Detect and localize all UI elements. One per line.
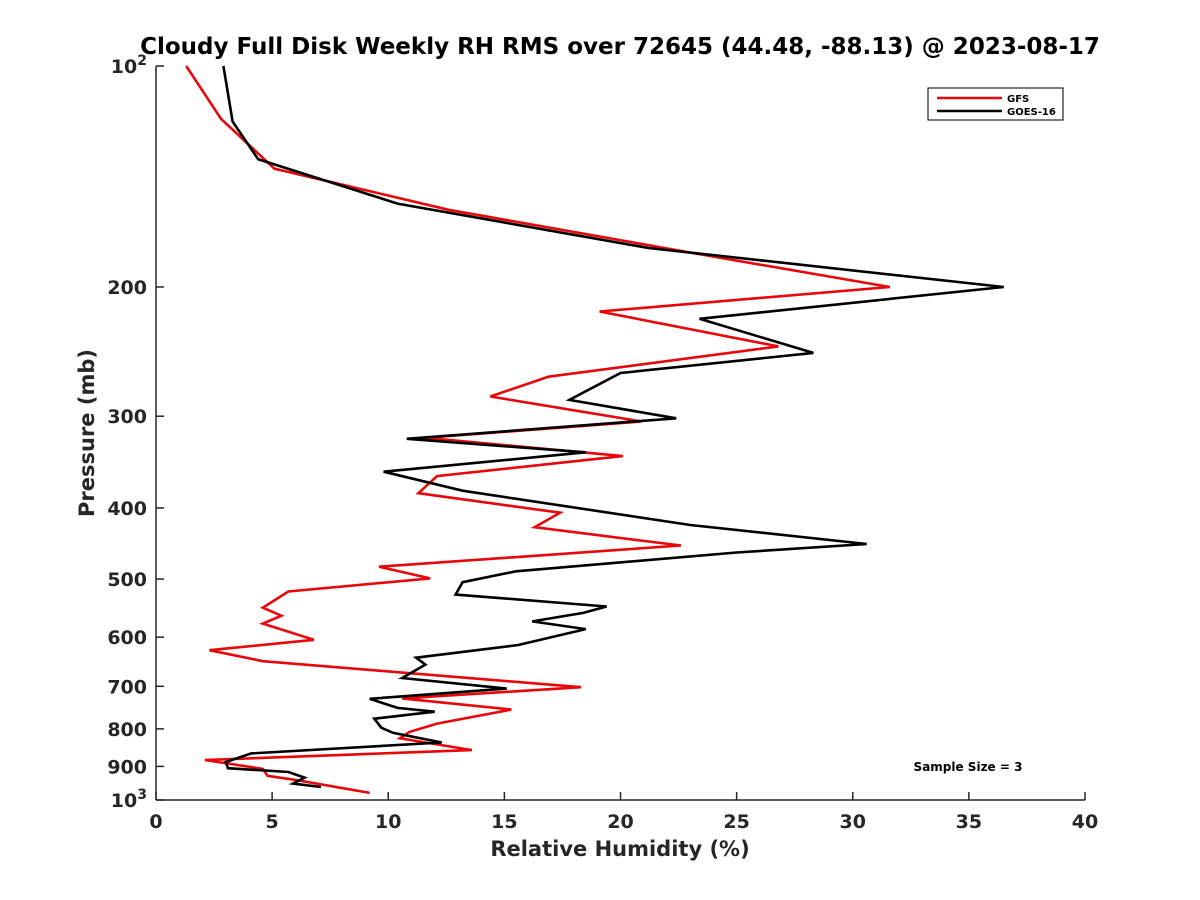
x-tick-label: 5 xyxy=(266,811,279,833)
y-tick-label: 200 xyxy=(107,277,147,299)
y-tick-label: 900 xyxy=(107,756,147,778)
x-tick-label: 40 xyxy=(1072,811,1098,833)
y-ticks: 102 200 300 400 500 600 700 800 900 103 xyxy=(107,53,164,812)
y-tick-label: 102 xyxy=(111,53,147,78)
y-tick-label: 300 xyxy=(107,406,147,428)
legend-label: GFS xyxy=(1007,94,1029,105)
chart-title: Cloudy Full Disk Weekly RH RMS over 7264… xyxy=(140,34,1100,60)
y-tick-label: 800 xyxy=(107,719,147,741)
legend: GFS GOES-16 xyxy=(927,87,1064,121)
y-tick-label: 103 xyxy=(111,787,147,812)
series-line-gfs xyxy=(185,65,891,795)
y-tick-label: 500 xyxy=(107,569,147,591)
y-tick-label: 600 xyxy=(107,627,147,649)
legend-label: GOES-16 xyxy=(1007,107,1056,118)
x-tick-label: 10 xyxy=(375,811,401,833)
y-tick-label: 700 xyxy=(107,676,147,698)
legend-box xyxy=(927,87,1064,121)
sample-size-annotation: Sample Size = 3 xyxy=(914,760,1023,774)
x-tick-label: 20 xyxy=(607,811,633,833)
x-tick-label: 30 xyxy=(840,811,866,833)
x-tick-label: 25 xyxy=(723,811,749,833)
plot-area xyxy=(156,66,1085,800)
series-line-goes-16 xyxy=(222,65,1004,789)
legend-entries: GFS GOES-16 xyxy=(937,94,1056,118)
x-ticks: 0 5 10 15 20 25 30 35 40 xyxy=(149,792,1098,833)
y-tick-label: 400 xyxy=(107,498,147,520)
series-layer xyxy=(185,65,1004,795)
x-tick-label: 35 xyxy=(956,811,982,833)
x-tick-label: 0 xyxy=(149,811,162,833)
x-axis-label: Relative Humidity (%) xyxy=(490,837,749,861)
x-tick-label: 15 xyxy=(491,811,517,833)
y-axis-label: Pressure (mb) xyxy=(75,349,99,517)
